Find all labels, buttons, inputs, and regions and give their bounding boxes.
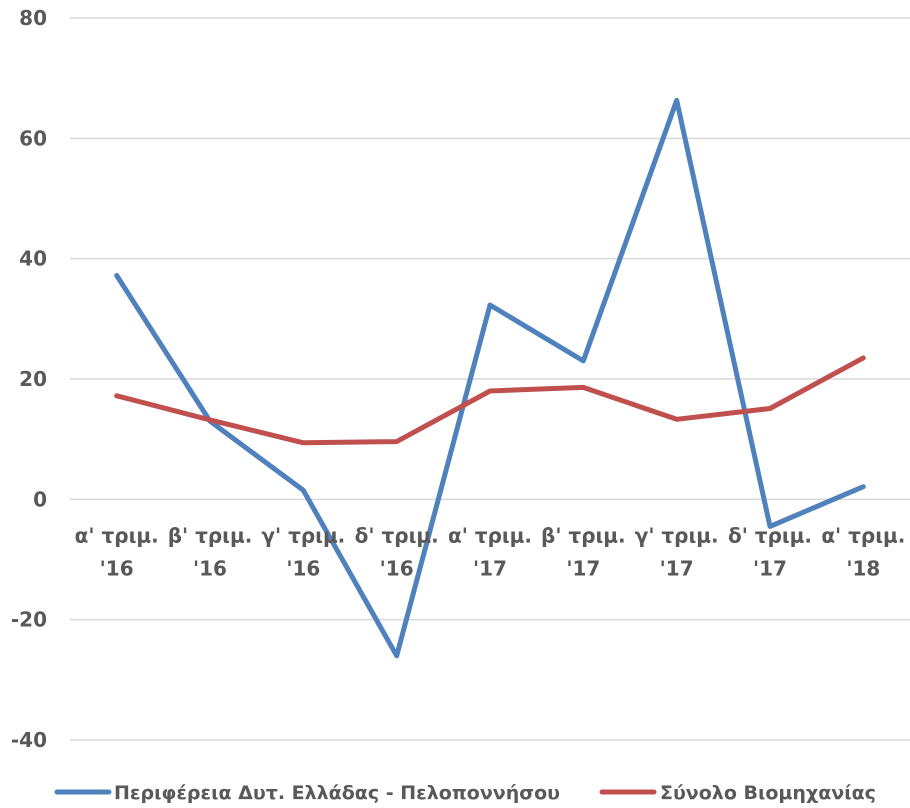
- x-axis-categories: α' τριμ. '16 β' τριμ. '16 γ' τριμ. '16 δ' τριμ…: [75, 523, 906, 580]
- x-category-label: '17: [473, 556, 507, 580]
- x-category-label: '16: [193, 556, 227, 580]
- x-category-label: '16: [286, 556, 320, 580]
- x-category-label: '18: [846, 556, 880, 580]
- y-tick-label: 40: [19, 247, 47, 271]
- x-category-label: '17: [753, 556, 787, 580]
- legend-label: Σύνολο Βιομηχανίας: [660, 782, 876, 804]
- x-category-label: α' τριμ.: [75, 523, 159, 547]
- x-category-label: α' τριμ.: [448, 523, 532, 547]
- x-category-label: α' τριμ.: [821, 523, 905, 547]
- y-axis-ticks: -40 -20 0 20 40 60 80: [11, 6, 47, 752]
- x-category-label: '17: [566, 556, 600, 580]
- x-category-label: β' τριμ.: [541, 523, 626, 547]
- x-category-label: '16: [380, 556, 414, 580]
- y-tick-label: -20: [11, 608, 47, 632]
- x-category-label: δ' τριμ.: [355, 523, 439, 547]
- x-category-label: γ' τριμ.: [261, 523, 345, 547]
- series-lines: [114, 97, 866, 659]
- y-tick-label: 20: [19, 367, 47, 391]
- x-category-label: '16: [100, 556, 134, 580]
- y-tick-label: -40: [11, 728, 47, 752]
- gridlines: [70, 17, 910, 741]
- x-category-label: δ' τριμ.: [728, 523, 812, 547]
- y-tick-label: 0: [33, 487, 47, 511]
- y-tick-label: 80: [19, 6, 47, 30]
- y-tick-label: 60: [19, 126, 47, 150]
- x-category-label: β' τριμ.: [168, 523, 253, 547]
- x-category-label: γ' τριμ.: [635, 523, 719, 547]
- x-category-label: '17: [660, 556, 694, 580]
- legend: Περιφέρεια Δυτ. Ελλάδας - Πελοποννήσου Σύ…: [54, 782, 876, 804]
- legend-label: Περιφέρεια Δυτ. Ελλάδας - Πελοποννήσου: [114, 782, 560, 804]
